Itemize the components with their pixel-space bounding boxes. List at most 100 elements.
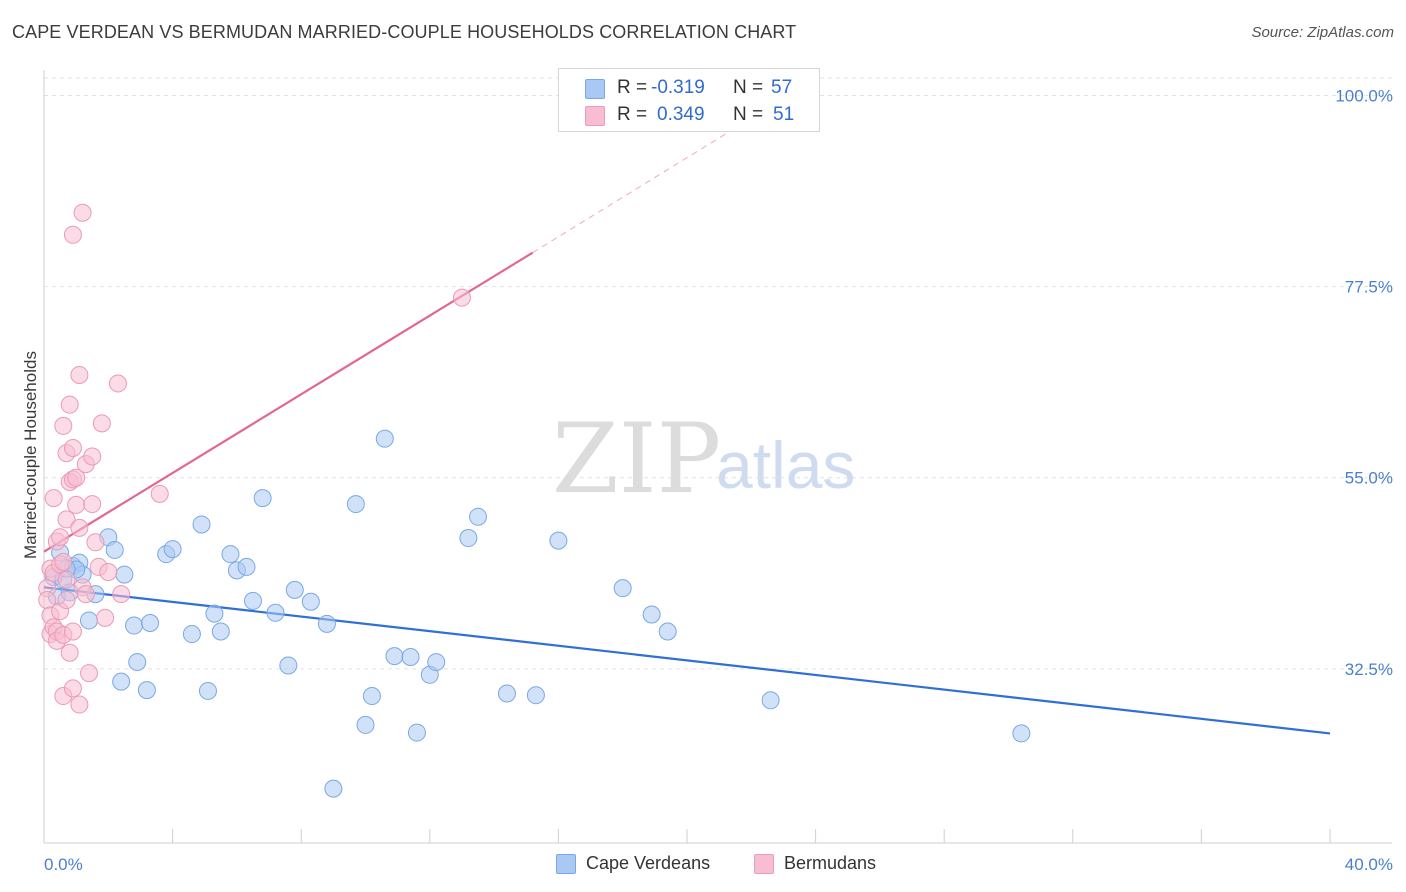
point-cape-verdean xyxy=(356,715,375,734)
point-cape-verdean xyxy=(243,591,262,610)
point-cape-verdean xyxy=(317,614,336,633)
legend-label: Cape Verdeans xyxy=(586,853,711,873)
point-cape-verdean xyxy=(346,495,365,514)
point-cape-verdean xyxy=(266,603,285,622)
point-bermudan xyxy=(51,528,70,547)
legend-row-cape-verdeans: R = -0.319 N = 57 xyxy=(559,75,819,101)
gridlines xyxy=(44,77,1392,670)
point-bermudan xyxy=(54,552,73,571)
point-bermudan xyxy=(83,495,102,514)
legend-label: Bermudans xyxy=(784,853,877,873)
legend-n-value: 57 xyxy=(771,77,793,98)
point-cape-verdean xyxy=(192,515,211,534)
point-bermudan xyxy=(70,518,89,537)
point-cape-verdean xyxy=(469,507,488,526)
point-cape-verdean xyxy=(761,691,780,710)
point-cape-verdean xyxy=(1012,724,1031,743)
point-cape-verdean xyxy=(221,545,240,564)
watermark: ZIP atlas xyxy=(552,403,855,515)
axes xyxy=(43,70,1392,844)
point-cape-verdean xyxy=(362,687,381,706)
point-cape-verdean xyxy=(105,540,124,559)
point-bermudan xyxy=(452,288,471,307)
legend-swatch-blue xyxy=(585,79,605,99)
point-cape-verdean xyxy=(385,647,404,666)
source-credit: Source: ZipAtlas.com xyxy=(1251,24,1394,41)
data-points xyxy=(38,203,1031,798)
y-tick-label: 100.0% xyxy=(1335,86,1393,105)
point-cape-verdean xyxy=(128,653,147,672)
legend-n-label: N = xyxy=(733,77,764,98)
point-bermudan xyxy=(112,585,131,604)
point-bermudan xyxy=(86,533,105,552)
point-cape-verdean xyxy=(526,686,545,705)
point-bermudan xyxy=(96,608,115,627)
point-bermudan xyxy=(57,570,76,589)
point-bermudan xyxy=(60,395,79,414)
y-axis-label: Married-couple Households xyxy=(21,351,40,559)
legend-swatch-pink xyxy=(754,854,774,874)
point-cape-verdean xyxy=(198,681,217,700)
point-cape-verdean xyxy=(497,684,516,703)
trendline-bermudans-extension xyxy=(532,107,768,254)
chart-title: CAPE VERDEAN VS BERMUDAN MARRIED-COUPLE … xyxy=(12,22,797,42)
point-bermudan xyxy=(83,447,102,466)
point-bermudan xyxy=(57,591,76,610)
legend-n-label: N = xyxy=(733,104,764,125)
point-cape-verdean xyxy=(427,653,446,672)
point-cape-verdean xyxy=(80,611,99,630)
y-tick-label: 55.0% xyxy=(1345,469,1393,488)
point-bermudan xyxy=(63,439,82,458)
point-bermudan xyxy=(67,495,86,514)
trendline-cape-verdeans xyxy=(43,586,1331,735)
x-tick-label: 40.0% xyxy=(1345,855,1393,874)
point-bermudan xyxy=(108,374,127,393)
point-cape-verdean xyxy=(137,681,156,700)
point-bermudan xyxy=(60,643,79,662)
point-cape-verdean xyxy=(253,489,272,508)
legend-r-value: 0.349 xyxy=(657,104,705,125)
point-bermudan xyxy=(67,468,86,487)
legend-row-bermudans: R = 0.349 N = 51 xyxy=(559,102,819,128)
point-bermudan xyxy=(54,416,73,435)
point-bermudan xyxy=(63,225,82,244)
tick-labels: 32.5% 55.0% 77.5% 100.0% 0.0% 40.0% xyxy=(44,86,1393,874)
legend-r-label: R = xyxy=(617,104,648,125)
trend-lines xyxy=(43,107,1331,735)
point-cape-verdean xyxy=(324,779,343,798)
trendline-bermudans xyxy=(43,251,534,553)
point-cape-verdean xyxy=(125,616,144,635)
point-bermudan xyxy=(80,664,99,683)
point-cape-verdean xyxy=(285,580,304,599)
point-cape-verdean xyxy=(237,557,256,576)
point-cape-verdean xyxy=(115,565,134,584)
legend-r-label: R = xyxy=(617,77,648,98)
x-tick-label: 0.0% xyxy=(44,855,83,874)
legend-swatch-pink xyxy=(585,106,605,126)
point-cape-verdean xyxy=(642,605,661,624)
y-tick-label: 77.5% xyxy=(1345,278,1393,297)
legend-swatch-blue xyxy=(556,854,576,874)
point-bermudan xyxy=(70,365,89,384)
point-cape-verdean xyxy=(141,613,160,632)
point-cape-verdean xyxy=(163,540,182,559)
legend-r-value: -0.319 xyxy=(651,77,705,98)
point-cape-verdean xyxy=(205,604,224,623)
point-cape-verdean xyxy=(658,622,677,641)
point-bermudan xyxy=(63,622,82,641)
point-bermudan xyxy=(63,679,82,698)
watermark-atlas: atlas xyxy=(716,428,855,502)
point-bermudan xyxy=(150,484,169,503)
point-cape-verdean xyxy=(375,429,394,448)
y-tick-label: 32.5% xyxy=(1345,660,1393,679)
point-bermudan xyxy=(70,695,89,714)
point-bermudan xyxy=(57,510,76,529)
point-cape-verdean xyxy=(301,592,320,611)
point-cape-verdean xyxy=(401,647,420,666)
legend-n-value: 51 xyxy=(773,104,795,125)
point-bermudan xyxy=(99,563,118,582)
point-cape-verdean xyxy=(549,531,568,550)
point-bermudan xyxy=(92,414,111,433)
point-bermudan xyxy=(76,585,95,604)
